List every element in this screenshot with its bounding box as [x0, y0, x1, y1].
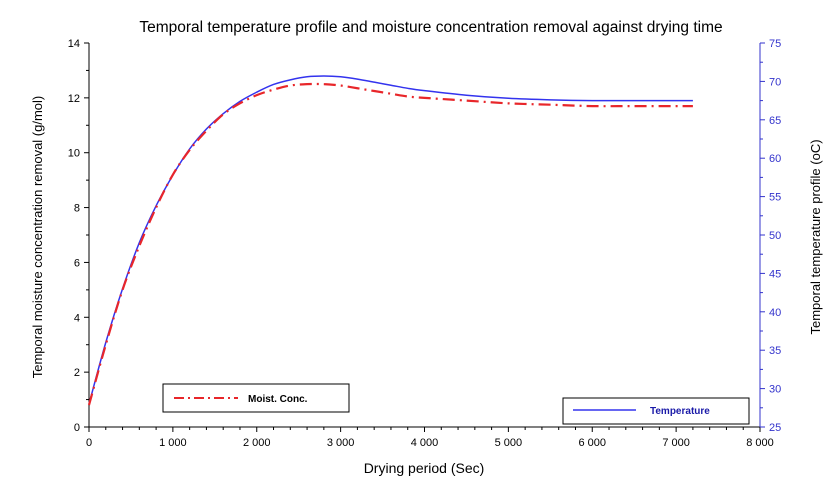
x-tick-label: 2 000 — [243, 437, 271, 449]
x-tick-label: 5 000 — [495, 437, 523, 449]
x-tick-label: 8 000 — [746, 437, 774, 449]
left-tick-label: 6 — [74, 257, 80, 269]
right-tick-label: 35 — [769, 345, 781, 357]
right-tick-label: 65 — [769, 115, 781, 127]
right-tick-label: 25 — [769, 422, 781, 434]
legend-temperature: Temperature — [562, 397, 750, 425]
right-tick-label: 30 — [769, 384, 781, 396]
series-layer — [87, 75, 693, 406]
x-tick-label: 4 000 — [411, 437, 439, 449]
right-tick-label: 40 — [769, 307, 781, 319]
x-axis-title: Drying period (Sec) — [364, 460, 485, 476]
left-axis-ticks: 0 2 4 6 8 10 12 14 — [68, 38, 89, 434]
legend-temperature-label: Temperature — [650, 406, 710, 417]
legend-temperature-box — [562, 397, 750, 425]
legend-moisture-label: Moist. Conc. — [248, 394, 308, 405]
x-tick-label: 0 — [86, 437, 92, 449]
series-line-temperature — [88, 75, 693, 405]
x-tick-label: 1 000 — [159, 437, 187, 449]
right-tick-label: 50 — [769, 230, 781, 242]
x-tick-label: 3 000 — [327, 437, 355, 449]
left-tick-label: 0 — [74, 422, 80, 434]
chart-title: Temporal temperature profile and moistur… — [139, 19, 722, 36]
left-tick-label: 10 — [68, 148, 80, 160]
right-tick-label: 60 — [769, 153, 781, 165]
left-tick-label: 4 — [74, 312, 80, 324]
legend-moisture: Moist. Conc. — [162, 383, 350, 413]
right-tick-label: 55 — [769, 192, 781, 204]
right-tick-label: 70 — [769, 76, 781, 88]
right-tick-label: 45 — [769, 268, 781, 280]
right-axis-title: Temporal temperature profile (oC) — [808, 139, 823, 334]
left-tick-label: 12 — [68, 93, 80, 105]
left-tick-label: 8 — [74, 203, 80, 215]
right-tick-label: 75 — [769, 38, 781, 50]
x-axis-ticks: 0 1 000 2 000 3 000 4 000 5 000 6 000 7 000 8 00… — [86, 427, 774, 449]
legend-moisture-box — [162, 383, 350, 413]
x-tick-label: 7 000 — [662, 437, 690, 449]
left-tick-label: 2 — [74, 367, 80, 379]
left-axis-title: Temporal moisture concentration removal … — [30, 96, 45, 379]
x-tick-label: 6 000 — [578, 437, 606, 449]
right-axis-ticks: 25 30 35 40 45 50 55 60 65 70 75 — [760, 38, 781, 434]
left-tick-label: 14 — [68, 38, 80, 50]
series-line-moisture — [87, 82, 693, 406]
